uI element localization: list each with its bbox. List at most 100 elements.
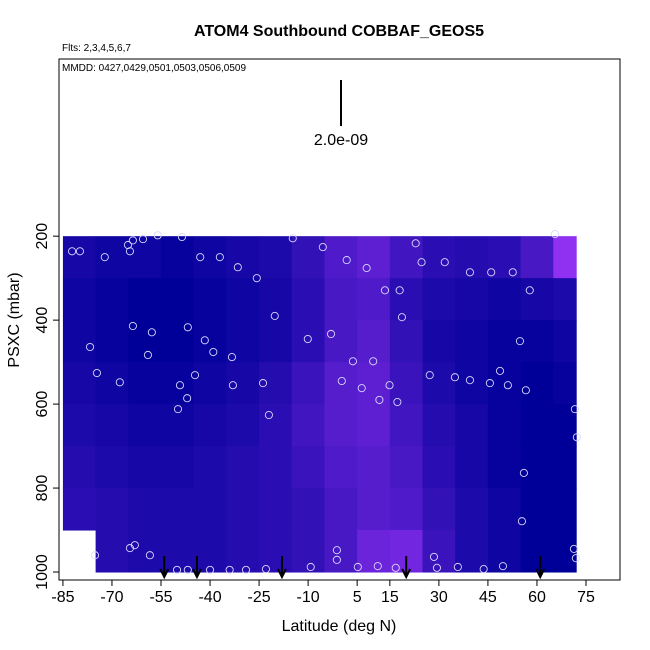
curtain-cell [553, 362, 577, 405]
x-tick-label: 45 [479, 589, 497, 606]
observation-point [241, 565, 251, 574]
curtain-cell [324, 236, 358, 279]
curtain-cell [455, 530, 489, 573]
observation-point [332, 546, 341, 555]
observation-point [68, 247, 77, 256]
observation-point [369, 357, 378, 366]
curtain-cell [161, 362, 195, 405]
curtain-cell [553, 404, 577, 447]
observation-point [357, 384, 366, 393]
plot-frame [58, 58, 621, 581]
observation-point [375, 395, 384, 404]
curtain-cell [520, 530, 554, 573]
curtain-cell [226, 278, 260, 321]
dates-label: MMDD: 0427,0429,0501,0503,0506,0509 [62, 63, 246, 74]
observation-point [417, 258, 426, 267]
curtain-cell [62, 446, 97, 489]
chart-title: ATOM4 Southbound COBBAF_GEOS5 [194, 23, 484, 40]
observation-point [362, 264, 371, 273]
curtain-cell [161, 530, 195, 573]
curtain-cell [357, 320, 391, 363]
y-tick-label: 600 [34, 391, 51, 418]
curtain-cell [553, 488, 577, 531]
curtain-cell [128, 530, 162, 573]
observation-point [153, 231, 162, 240]
observation-point [227, 353, 236, 362]
y-tick-label: 400 [34, 307, 51, 334]
observation-point [572, 433, 581, 442]
observation-point [395, 286, 404, 295]
curtain-cell [487, 446, 522, 489]
observation-point [503, 381, 512, 390]
observation-point [177, 232, 186, 242]
curtain-cell [161, 404, 195, 447]
curtain-cell [193, 362, 227, 405]
curtain-cell [259, 446, 293, 489]
curtain-cell [357, 530, 391, 573]
observation-point [138, 235, 148, 244]
curtain-cell [389, 320, 424, 363]
curtain-cell [520, 236, 554, 279]
observation-point [173, 405, 183, 414]
curtain-cell [455, 320, 489, 363]
observation-point [233, 263, 242, 272]
curtain-cell [422, 362, 456, 405]
curtain-cell [291, 362, 325, 405]
curtain-cell [487, 320, 522, 363]
x-tick-label: 5 [353, 589, 362, 606]
observation-point [332, 555, 341, 564]
curtain-cell [455, 404, 489, 447]
curtain-cell [389, 404, 424, 447]
curtain-cell [95, 320, 129, 363]
curtain-cell [193, 278, 227, 321]
curtain-cell [259, 236, 293, 279]
observation-point [326, 329, 336, 339]
observation-point [125, 544, 134, 553]
curtain-cell [357, 236, 391, 279]
observation-point [100, 253, 109, 262]
x-tick-label: -10 [297, 589, 320, 606]
observation-point [130, 541, 139, 550]
observation-point [228, 381, 237, 390]
curtain-cell [455, 446, 489, 489]
curtain-cell [422, 404, 456, 447]
observation-point [175, 381, 185, 390]
curtain-cell [520, 404, 554, 447]
curtain-cell [389, 488, 424, 531]
x-tick-label: -40 [198, 589, 221, 606]
flight-arrow [192, 556, 202, 580]
x-tick-label: 15 [381, 589, 399, 606]
curtain-cell [455, 278, 489, 321]
curtain-cell [455, 236, 489, 279]
curtain-cell [161, 320, 195, 363]
y-axis-label: PSXC (mbar) [6, 272, 23, 367]
curtain-cell [520, 362, 554, 405]
observation-point [270, 311, 279, 320]
observation-point [288, 234, 297, 243]
observation-point [215, 253, 224, 262]
observation-point [128, 236, 137, 245]
observation-point [147, 328, 156, 337]
curtain-cell [226, 488, 260, 531]
curtain-cell [95, 362, 129, 405]
curtain-cell [62, 488, 97, 531]
observation-point [209, 347, 218, 357]
observation-point [125, 247, 134, 256]
curtain-cell [128, 320, 162, 363]
curtain-cell [389, 446, 424, 489]
observation-point [196, 253, 205, 262]
curtain-cell [324, 530, 358, 573]
observation-point [318, 243, 327, 252]
curtain-cell [62, 320, 97, 363]
observation-point [521, 386, 530, 395]
curtain-cell [324, 278, 358, 321]
observation-point [570, 405, 579, 414]
observation-point [75, 247, 84, 256]
observation-point [485, 379, 494, 388]
curtain-cell [553, 320, 577, 363]
observation-point [353, 562, 362, 572]
curtain-cell [128, 236, 162, 279]
curtain-cell [291, 530, 325, 573]
x-axis-label: Latitude (deg N) [282, 618, 397, 635]
